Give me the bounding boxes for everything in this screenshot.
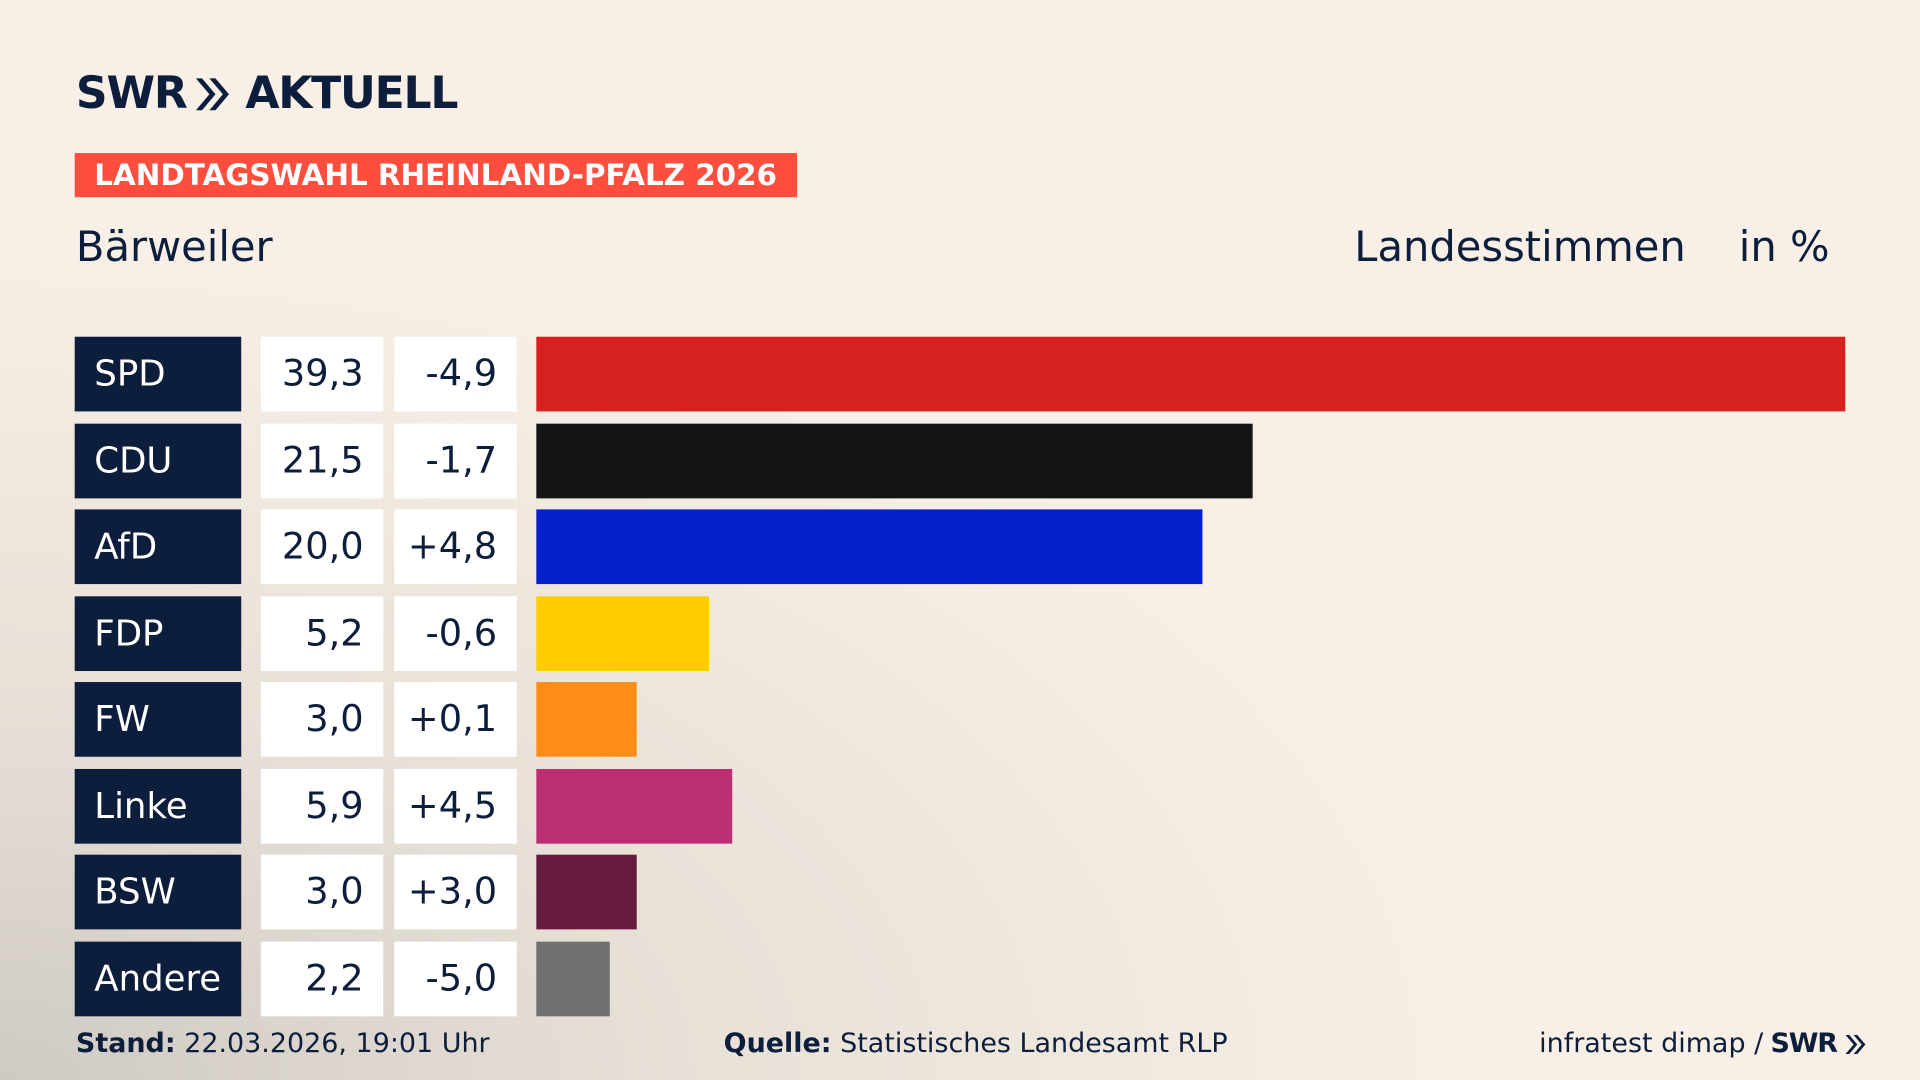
party-name: Andere [74,941,242,1016]
unit-label: in % [1738,222,1830,272]
party-name: SPD [74,336,242,412]
credit-text: infratest dimap / [1539,1028,1764,1060]
party-value: 3,0 [260,854,384,930]
stand-label: Stand: [75,1028,176,1060]
party-diff: -4,9 [394,336,517,412]
party-name: FW [74,682,242,757]
party-name: AfD [74,509,242,585]
party-value: 2,2 [260,941,384,1016]
party-diff: +3,0 [394,854,517,930]
party-value: 21,5 [260,423,384,498]
party-bar [536,941,610,1016]
party-row: SPD 39,3 -4,9 [0,336,1920,412]
party-bar [536,682,637,757]
metric-label: Landesstimmen [1354,222,1686,272]
double-chevron-icon [1845,1034,1866,1054]
party-value: 5,2 [260,595,384,671]
source-label: Quelle: [723,1028,832,1060]
party-row: Linke 5,9 +4,5 [0,768,1920,844]
party-bar [536,336,1846,412]
party-name: FDP [74,595,242,671]
party-diff: -0,6 [394,595,517,671]
party-diff: +4,8 [394,509,517,585]
source: Quelle: Statistisches Landesamt RLP [724,1029,1228,1060]
party-name: BSW [74,854,242,930]
party-row: FW 3,0 +0,1 [0,682,1920,757]
party-row: AfD 20,0 +4,8 [0,509,1920,585]
party-row: BSW 3,0 +3,0 [0,854,1920,930]
logo-text: SWR [75,68,188,119]
party-value: 20,0 [260,509,384,585]
party-name: Linke [74,768,242,844]
party-bar [536,509,1203,585]
party-value: 3,0 [260,682,384,757]
election-banner: LANDTAGSWAHL RHEINLAND-PFALZ 2026 [74,153,797,198]
party-diff: -1,7 [394,423,517,498]
party-bar [536,768,733,844]
stand-value: 22.03.2026, 19:01 Uhr [184,1028,490,1060]
party-bar [536,423,1253,498]
party-row: Andere 2,2 -5,0 [0,941,1920,1016]
source-value: Statistisches Landesamt RLP [840,1028,1228,1060]
party-diff: +0,1 [394,682,517,757]
party-value: 5,9 [260,768,384,844]
party-diff: +4,5 [394,768,517,844]
party-diff: -5,0 [394,941,517,1016]
double-chevron-icon [196,77,230,110]
swr-small-logo: SWR [1770,1028,1838,1060]
credit: infratest dimap / SWR [1539,1028,1866,1060]
party-row: FDP 5,2 -0,6 [0,595,1920,671]
party-name: CDU [74,423,242,498]
party-bar [536,854,637,930]
place-name: Bärweiler [75,222,273,272]
logo-suffix: AKTUELL [245,68,458,119]
party-row: CDU 21,5 -1,7 [0,423,1920,498]
swr-aktuell-logo: SWR AKTUELL [75,68,459,119]
party-value: 39,3 [260,336,384,412]
party-bar [536,595,710,671]
timestamp: Stand: 22.03.2026, 19:01 Uhr [76,1029,490,1060]
